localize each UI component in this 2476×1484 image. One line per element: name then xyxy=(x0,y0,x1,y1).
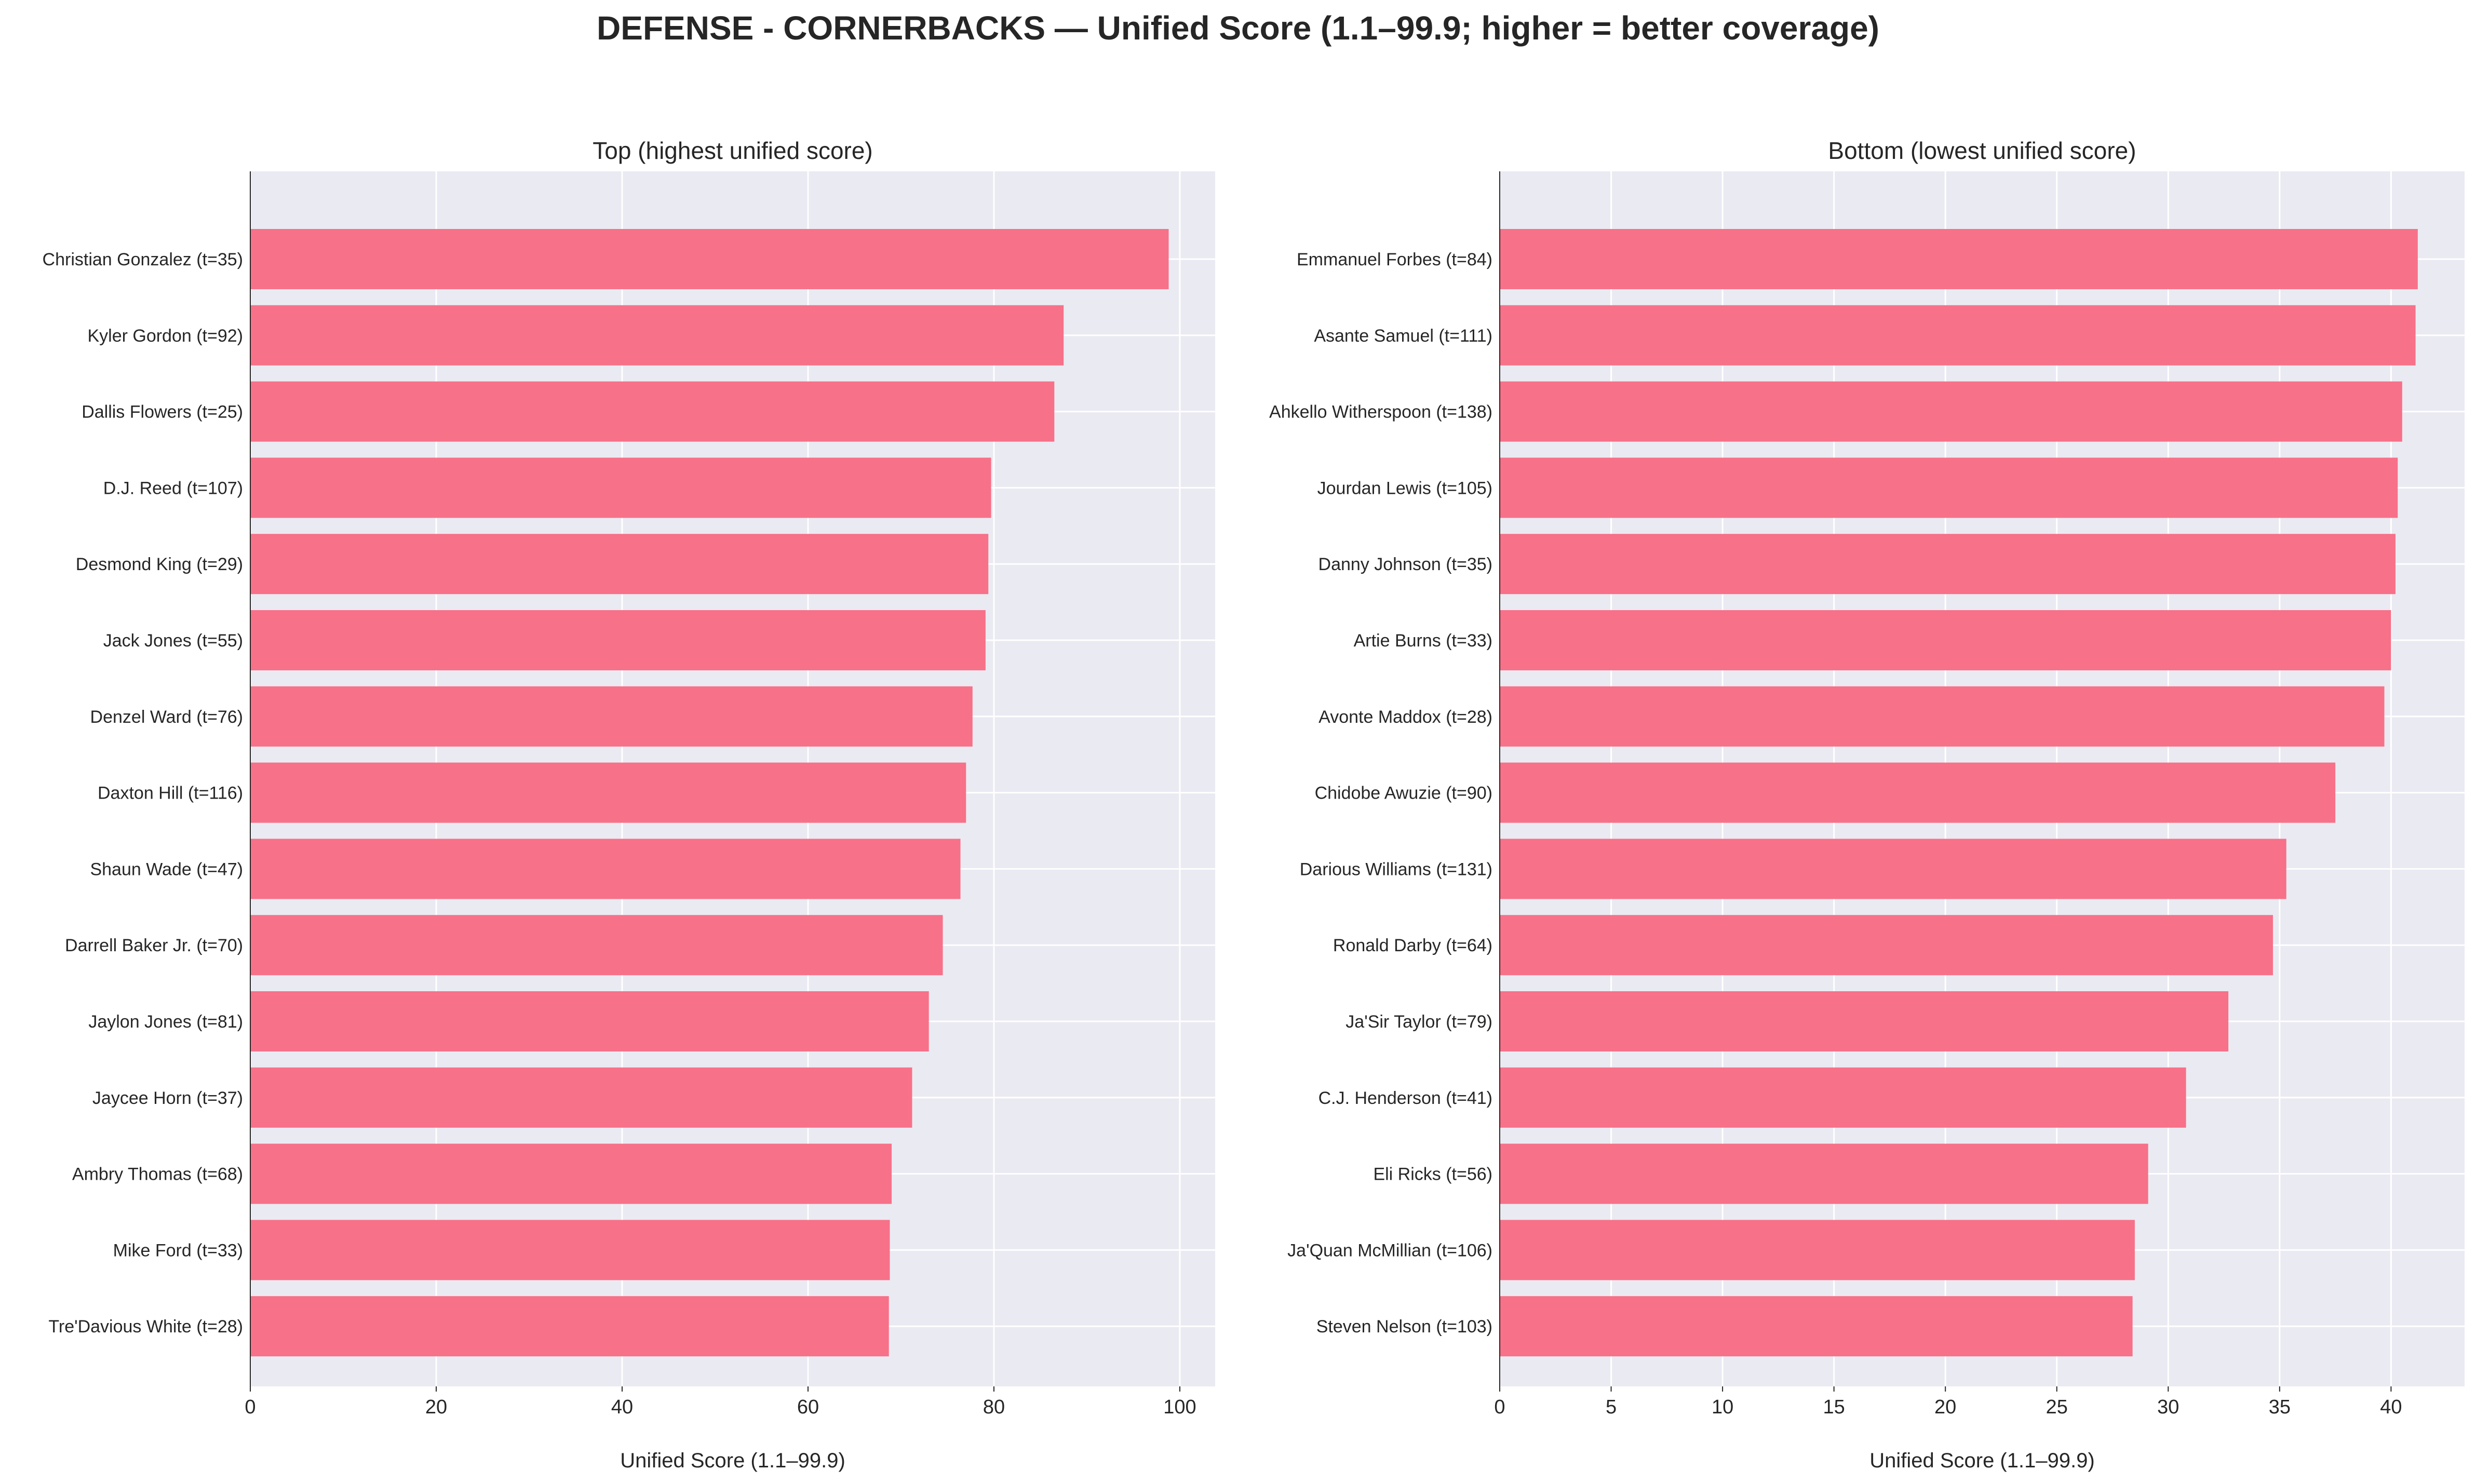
top-category-label: Denzel Ward (t=76) xyxy=(90,707,243,727)
top-category-label: Shaun Wade (t=47) xyxy=(90,859,243,879)
bottom-x-tick-label: 25 xyxy=(2046,1396,2068,1418)
top-bar xyxy=(250,1220,890,1280)
bottom-x-tick-label: 15 xyxy=(1823,1396,1845,1418)
top-panel: Christian Gonzalez (t=35) Kyler Gordon (t… xyxy=(43,137,1215,1472)
bottom-bar xyxy=(1500,1220,2135,1280)
bottom-panel-title: Bottom (lowest unified score) xyxy=(1828,137,2136,164)
bottom-x-tick-label: 35 xyxy=(2269,1396,2291,1418)
top-panel-title: Top (highest unified score) xyxy=(593,137,873,164)
top-x-tick-label: 60 xyxy=(797,1396,819,1418)
top-bar xyxy=(250,610,986,670)
bottom-category-label: Jourdan Lewis (t=105) xyxy=(1317,478,1492,498)
bottom-bar xyxy=(1500,686,2385,747)
top-bar xyxy=(250,1143,892,1204)
bottom-category-label: Asante Samuel (t=111) xyxy=(1314,326,1492,346)
top-bar xyxy=(250,534,989,595)
bottom-category-label: Ronald Darby (t=64) xyxy=(1333,936,1492,955)
bottom-category-label: Ahkello Witherspoon (t=138) xyxy=(1269,402,1492,422)
bottom-bar xyxy=(1500,1067,2186,1128)
bottom-panel: Emmanuel Forbes (t=84) Asante Samuel (t=1… xyxy=(1269,137,2465,1472)
top-bar xyxy=(250,915,943,976)
bottom-category-label: Ja'Quan McMillian (t=106) xyxy=(1287,1240,1492,1260)
top-x-tick-label: 40 xyxy=(611,1396,633,1418)
top-x-axis-label: Unified Score (1.1–99.9) xyxy=(620,1449,845,1472)
bottom-x-tick-label: 10 xyxy=(1712,1396,1733,1418)
bottom-category-label: Eli Ricks (t=56) xyxy=(1373,1165,1492,1184)
bottom-bar xyxy=(1500,839,2286,899)
top-category-label: Kyler Gordon (t=92) xyxy=(87,326,243,346)
bottom-x-axis-label: Unified Score (1.1–99.9) xyxy=(1869,1449,2095,1472)
top-category-label: Darrell Baker Jr. (t=70) xyxy=(65,936,243,955)
bottom-category-label: Steven Nelson (t=103) xyxy=(1316,1317,1492,1337)
figure-title: DEFENSE - CORNERBACKS — Unified Score (1… xyxy=(597,9,1879,47)
bottom-category-label: Danny Johnson (t=35) xyxy=(1318,555,1492,574)
bottom-category-label: Ja'Sir Taylor (t=79) xyxy=(1345,1012,1492,1032)
top-category-label: D.J. Reed (t=107) xyxy=(103,478,243,498)
top-bar xyxy=(250,381,1055,442)
bottom-bar xyxy=(1500,381,2402,442)
bottom-category-label: Artie Burns (t=33) xyxy=(1354,631,1492,651)
bottom-bar xyxy=(1500,305,2416,366)
top-category-label: Christian Gonzalez (t=35) xyxy=(43,250,243,269)
top-x-tick-label: 80 xyxy=(983,1396,1005,1418)
top-x-tick-label: 100 xyxy=(1163,1396,1196,1418)
top-bar xyxy=(250,1067,912,1128)
top-category-label: Jaycee Horn (t=37) xyxy=(92,1088,243,1108)
bottom-category-label: Darious Williams (t=131) xyxy=(1300,859,1492,879)
bottom-bar xyxy=(1500,457,2398,518)
bottom-bar xyxy=(1500,229,2418,289)
top-category-label: Desmond King (t=29) xyxy=(76,555,243,574)
bottom-bar xyxy=(1500,1143,2148,1204)
bottom-category-label: C.J. Henderson (t=41) xyxy=(1318,1088,1492,1108)
bottom-bar xyxy=(1500,610,2391,670)
top-bar xyxy=(250,991,929,1051)
top-category-label: Jack Jones (t=55) xyxy=(103,631,243,651)
bottom-x-tick-label: 40 xyxy=(2380,1396,2402,1418)
bottom-x-tick-label: 30 xyxy=(2157,1396,2179,1418)
bottom-category-label: Emmanuel Forbes (t=84) xyxy=(1297,250,1492,269)
top-x-tick-label: 20 xyxy=(425,1396,447,1418)
bottom-x-tick-label: 5 xyxy=(1606,1396,1617,1418)
top-bar xyxy=(250,762,966,823)
top-x-tick-label: 0 xyxy=(245,1396,255,1418)
bottom-x-tick-label: 0 xyxy=(1494,1396,1505,1418)
top-category-label: Mike Ford (t=33) xyxy=(113,1240,243,1260)
bottom-bar xyxy=(1500,991,2229,1051)
bottom-category-label: Avonte Maddox (t=28) xyxy=(1318,707,1492,727)
top-category-label: Jaylon Jones (t=81) xyxy=(88,1012,243,1032)
top-bar xyxy=(250,305,1064,366)
bottom-bar xyxy=(1500,534,2396,595)
bottom-bar xyxy=(1500,1296,2133,1357)
bottom-bar xyxy=(1500,762,2336,823)
top-category-label: Ambry Thomas (t=68) xyxy=(72,1165,243,1184)
top-bar xyxy=(250,686,973,747)
top-bar xyxy=(250,229,1169,289)
bottom-x-tick-label: 20 xyxy=(1934,1396,1956,1418)
bottom-bar xyxy=(1500,915,2273,976)
top-category-label: Dallis Flowers (t=25) xyxy=(82,402,243,422)
top-bar xyxy=(250,457,991,518)
top-category-label: Daxton Hill (t=116) xyxy=(98,784,243,803)
top-bar xyxy=(250,1296,889,1357)
top-category-label: Tre'Davious White (t=28) xyxy=(48,1317,243,1337)
top-bar xyxy=(250,839,961,899)
bottom-category-label: Chidobe Awuzie (t=90) xyxy=(1315,784,1492,803)
